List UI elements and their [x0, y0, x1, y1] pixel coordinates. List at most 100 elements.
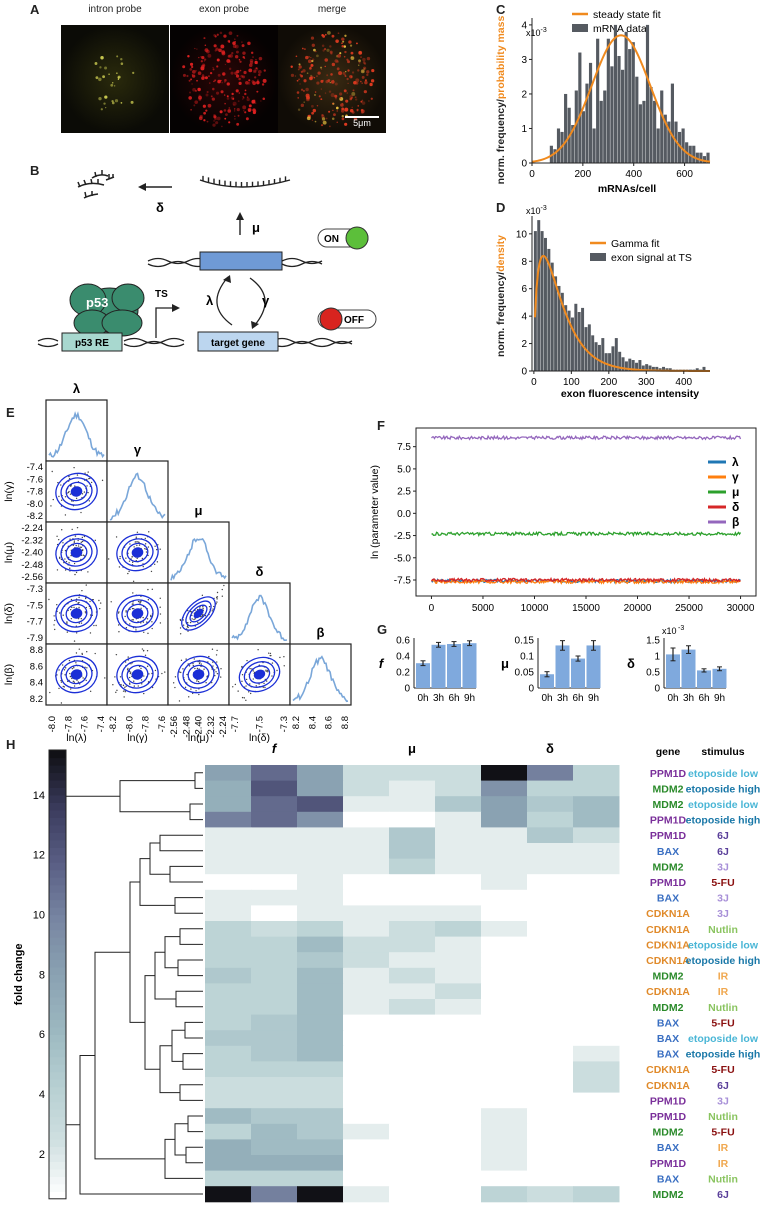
colorbar-segment [49, 862, 66, 871]
g-bar [555, 645, 570, 688]
heatmap-cell [343, 1170, 390, 1187]
e-ylabel: ln(β) [3, 664, 15, 685]
heatmap-cell [297, 1155, 344, 1172]
x-tick-label: 300 [638, 377, 655, 388]
marginal-curve [48, 411, 105, 459]
heatmap-cell [435, 1108, 482, 1125]
histogram-bar [663, 114, 667, 163]
h-stimulus-label: 5-FU [711, 1064, 734, 1076]
heatmap-cell [389, 1170, 436, 1187]
e-x-tick: -2.56 [169, 716, 180, 738]
g-x-tick: 0h [667, 693, 678, 704]
histogram-bar [628, 358, 632, 371]
y-tick-label: 4 [521, 20, 527, 31]
heatmap-cell [435, 983, 482, 1000]
e-y-tick: -7.4 [27, 462, 43, 473]
f-legend-label: μ [732, 485, 739, 499]
heatmap-cell [435, 780, 482, 797]
heatmap-cell [573, 1139, 620, 1156]
h-stimulus-label: 5-FU [711, 877, 734, 889]
heatmap-cell [251, 1092, 298, 1109]
histogram-bar [642, 100, 646, 163]
e-y-tick: 8.4 [30, 678, 43, 689]
heatmap-cell [251, 858, 298, 875]
histogram-bar [621, 69, 625, 163]
heatmap-cell [481, 827, 528, 844]
f-x-tick: 0 [429, 603, 435, 614]
heatmap-cell [251, 905, 298, 922]
heatmap-cell [573, 1077, 620, 1094]
histogram-bar [667, 121, 671, 163]
histogram-bar [668, 368, 672, 371]
colorbar-segment [49, 764, 66, 774]
heatmap-cell [481, 1186, 528, 1203]
f-x-tick: 5000 [472, 603, 495, 614]
g-y-tick: 0 [528, 684, 534, 695]
h-gene-label: MDM2 [653, 971, 684, 983]
heatmap-cell [573, 1170, 620, 1187]
heatmap-cell [343, 1045, 390, 1062]
h-stimulus-label: IR [718, 971, 729, 983]
g-bar [431, 644, 446, 688]
off-label: OFF [344, 315, 364, 326]
heatmap-cell [389, 1030, 436, 1047]
heatmap-cell [389, 999, 436, 1016]
on-indicator [345, 226, 369, 250]
heatmap-cell [527, 1123, 574, 1140]
histogram-bar [540, 231, 544, 371]
heatmap-cell [573, 936, 620, 953]
heatmap-cell [297, 765, 344, 782]
param-label-2: γ [134, 442, 142, 457]
h-gene-label: CDKN1A [646, 924, 690, 936]
x-tick-label: 400 [625, 169, 642, 180]
e-y-tick: -2.56 [21, 572, 43, 583]
h-gene-label: MDM2 [653, 1127, 684, 1139]
histogram-bar [655, 366, 659, 371]
heatmap-cell [205, 858, 252, 875]
dna-strand-off [37, 337, 353, 345]
chart-d-ylabel: norm. frequency/density [495, 235, 507, 357]
heatmap-cell [527, 1092, 574, 1109]
chart-c-xlabel: mRNAs/cell [598, 183, 656, 195]
e-x-tick: -7.6 [157, 716, 168, 732]
heatmap-cell [343, 967, 390, 984]
heatmap-cell [435, 858, 482, 875]
y-tick-label: 8 [521, 257, 527, 268]
on-label: ON [324, 234, 339, 245]
heatmap-cell [251, 796, 298, 813]
histogram-bar [621, 357, 625, 371]
heatmap-cell [389, 1061, 436, 1078]
y-tick-label: 6 [521, 284, 527, 295]
y-tick-label: 4 [521, 312, 527, 323]
heatmap-cell [435, 1155, 482, 1172]
heatmap-cell [435, 1014, 482, 1031]
e-x-tick: 8.8 [340, 716, 351, 729]
colorbar-segment [49, 772, 66, 781]
gamma-arrow [249, 277, 266, 327]
e-y-tick: -2.40 [21, 548, 43, 559]
heatmap-cell [297, 905, 344, 922]
heatmap-cell [435, 999, 482, 1016]
chart-c-mrna-histogram: x10-3 steady state fit mRNA data norm. f… [495, 9, 711, 195]
histogram-bar [599, 100, 603, 163]
f-y-tick: -5.0 [394, 553, 412, 564]
histogram-bar [554, 276, 558, 371]
param-label-5: β [317, 625, 325, 640]
colorbar-segment [49, 854, 66, 863]
chart-d-xlabel: exon fluorescence intensity [561, 388, 699, 400]
mu-label: μ [252, 220, 260, 235]
heatmap-cell [251, 921, 298, 938]
heatmap-cell [343, 827, 390, 844]
heatmap-cell [251, 827, 298, 844]
h-stimulus-label: Nutlin [708, 1111, 738, 1123]
colorbar-segment [49, 1086, 66, 1095]
g-exponent-power: -3 [678, 625, 684, 632]
f-y-tick: 5.0 [397, 464, 411, 475]
gene-expression-schematic: δ μ ON λ γ p53 TS p53 RE target gene OFF [37, 170, 377, 352]
h-stimulus-label: etoposide low [688, 939, 759, 951]
heatmap-cell [573, 983, 620, 1000]
heatmap-cell [343, 999, 390, 1016]
histogram-bar [681, 128, 685, 163]
heatmap-cell [297, 1014, 344, 1031]
heatmap-cell [435, 905, 482, 922]
